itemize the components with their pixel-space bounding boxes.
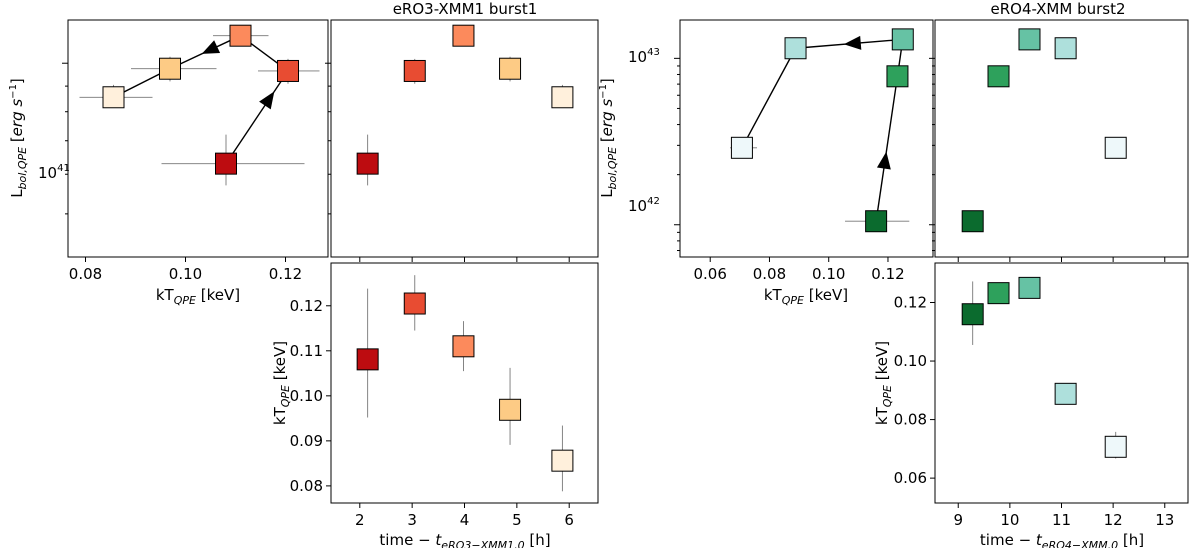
ero4-tti-point	[1104, 435, 1127, 458]
ero4-lt-xtick-label: 0.12	[871, 265, 904, 283]
ero3-kT-vs-time-plot: 2 3 4 5 6 0.08 0.09 0.10 0.11 0.12	[290, 275, 574, 529]
ero3-lum-vs-time-panel	[330, 19, 599, 258]
ero3-tti-point	[356, 348, 379, 371]
ero4-lt-point	[784, 37, 807, 60]
ero4-group: eRO4-XMM burst2 0.06 0.08 0.10 0.12 1043 10…	[598, 0, 1189, 548]
ero4-lt-point	[891, 28, 914, 51]
ero4-lti-point	[1104, 136, 1127, 159]
ero4-lt-xtick-label: 0.06	[694, 265, 727, 283]
ero3-lt-arrow	[201, 40, 221, 54]
ero4-lt-point	[865, 210, 888, 233]
ero3-tti-ytick-label: 0.09	[290, 432, 323, 450]
ero4-lti-point	[1018, 28, 1041, 51]
ero4-lt-arrow	[843, 35, 862, 50]
ero4-tti-ytick-label: 0.08	[894, 411, 927, 429]
ero4-lt-path-segment	[741, 47, 797, 149]
ero3-lt-xtick-label: 0.08	[69, 265, 102, 283]
ero3-lti-point	[403, 59, 426, 82]
ero3-lti-point	[499, 57, 522, 80]
ero3-tti-xtick-label: 4	[460, 511, 470, 529]
ero3-lum-tick-label: 1041	[38, 163, 70, 182]
ero4-tti-xtick-label: 9	[953, 511, 963, 529]
ero4-time-axis-label: time − teRO4−XMM,0 [h]	[980, 531, 1144, 548]
ero3-tti-xtick-label: 5	[512, 511, 522, 529]
ero4-kT-axis-label-bottom: kTQPE [keV]	[764, 286, 848, 307]
ero4-tti-ytick-label: 0.06	[894, 469, 927, 487]
ero4-lt-xtick-label: 0.10	[812, 265, 845, 283]
ero4-lt-xtick-label: 0.08	[753, 265, 786, 283]
ero3-tti-xtick-label: 2	[355, 511, 365, 529]
ero4-lt-point	[730, 136, 753, 159]
ero3-lti-point	[452, 24, 475, 47]
ero3-tti-ytick-label: 0.12	[290, 297, 323, 315]
ero3-lt-point	[215, 152, 237, 175]
ero3-tti-ytick-label: 0.11	[290, 342, 323, 360]
ero4-tti-xtick-label: 11	[1052, 511, 1071, 529]
ero3-tti-point	[452, 335, 475, 358]
ero3-lum-axis-label: Lbol,QPE [erg s−1]	[8, 78, 29, 198]
ero3-lum-vs-kT-plot: 0.08 0.10 0.12	[62, 24, 320, 283]
ero3-tti-ytick-label: 0.08	[290, 477, 323, 495]
ero4-lt-path-segment	[875, 76, 899, 222]
ero3-lt-path-segment	[225, 70, 289, 165]
ero4-tti-point	[987, 282, 1010, 305]
ero4-lum-tick-label-43: 1043	[628, 47, 660, 66]
ero3-tti-point	[403, 292, 426, 315]
ero3-kT-axis-label-left: kTQPE [keV]	[271, 341, 292, 425]
ero3-lti-point	[551, 86, 574, 109]
ero4-tti-ytick-label: 0.12	[894, 294, 927, 312]
ero4-tti-ytick-label: 0.10	[894, 352, 927, 370]
ero3-lti-point	[356, 152, 379, 175]
ero3-lt-point	[159, 57, 181, 80]
ero4-tti-xtick-label: 12	[1104, 511, 1123, 529]
ero4-tti-point	[1054, 382, 1077, 405]
ero3-lum-vs-time-plot	[325, 24, 574, 262]
ero3-tti-xtick-label: 6	[564, 511, 574, 529]
ero4-lum-vs-kT-plot: 0.06 0.08 0.10 0.12	[674, 28, 914, 283]
ero3-lt-arrow	[259, 91, 275, 110]
ero3-lt-point	[277, 59, 299, 82]
ero3-tti-ytick-label: 0.10	[290, 387, 323, 405]
ero4-lti-point	[987, 65, 1010, 88]
ero3-lt-xtick-label: 0.10	[169, 265, 202, 283]
ero4-title: eRO4-XMM burst2	[990, 0, 1125, 18]
ero3-kT-axis-label-bottom: kTQPE [keV]	[156, 286, 240, 307]
ero4-tti-xtick-label: 13	[1155, 511, 1174, 529]
ero3-lt-point	[229, 24, 252, 47]
ero4-lt-point	[886, 65, 909, 88]
ero3-title: eRO3-XMM1 burst1	[393, 0, 538, 18]
ero4-lti-point	[1054, 37, 1077, 60]
ero4-kT-vs-time-plot: 9 10 11 12 13 0.06 0.08 0.10 0.12	[894, 276, 1174, 529]
ero4-lt-arrow	[876, 151, 891, 170]
ero4-tti-point	[1018, 276, 1041, 299]
ero3-tti-point	[551, 449, 574, 472]
ero3-tti-point	[499, 398, 522, 421]
ero4-lti-point	[961, 210, 984, 233]
ero3-lt-xtick-label: 0.12	[269, 265, 302, 283]
ero4-kT-axis-label-left: kTQPE [keV]	[873, 341, 894, 425]
ero4-tti-point	[961, 303, 984, 326]
ero4-tti-xtick-label: 10	[1000, 511, 1019, 529]
ero4-lum-vs-time-plot	[929, 28, 1166, 262]
ero4-lum-tick-label-42: 1042	[628, 196, 660, 215]
ero4-lum-vs-kT-panel	[679, 19, 934, 258]
ero3-lum-vs-kT-panel	[67, 19, 329, 258]
ero3-time-axis-label: time − teRO3−XMM1,0 [h]	[379, 531, 550, 548]
ero3-group: eRO3-XMM1 burst1 0.08 0.10 0.12 1041 Lbol,…	[8, 0, 599, 548]
ero3-lt-point	[102, 86, 125, 109]
ero4-lum-axis-label: Lbol,QPE [erg s−1]	[598, 78, 619, 198]
ero3-tti-xtick-label: 3	[407, 511, 417, 529]
